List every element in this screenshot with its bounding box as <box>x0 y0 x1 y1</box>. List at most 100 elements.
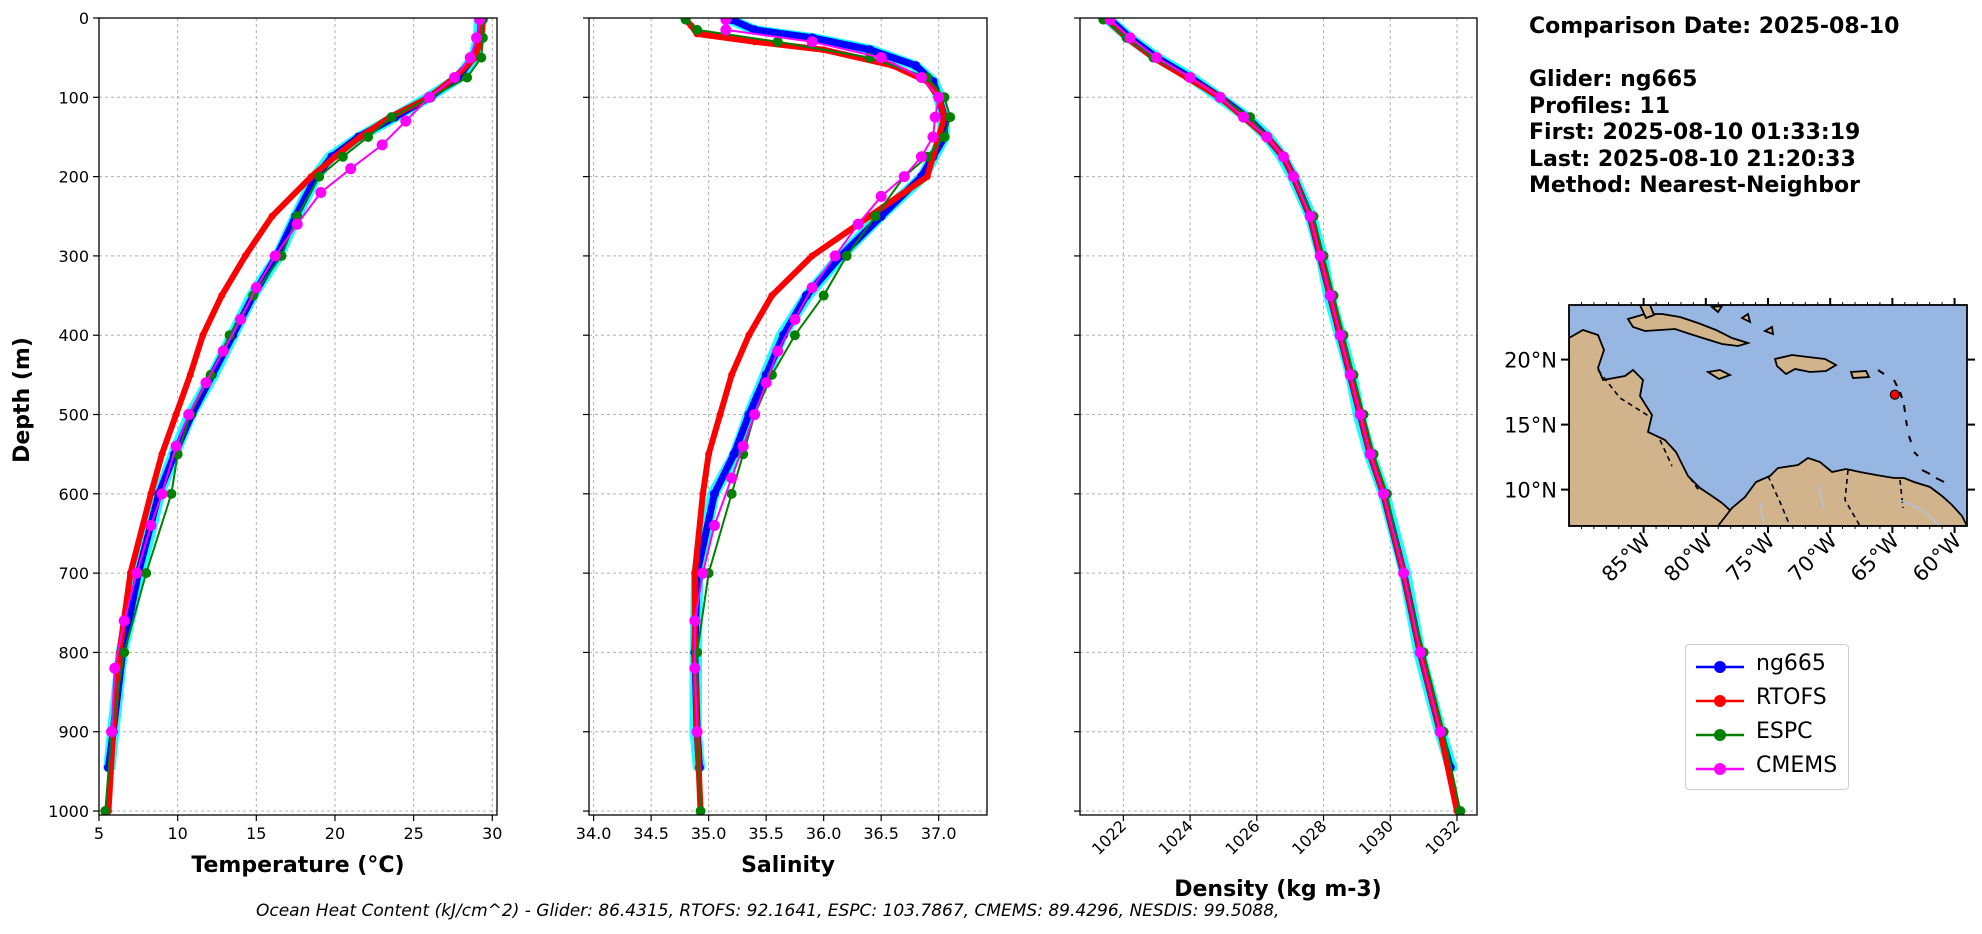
espc-point <box>100 806 111 815</box>
cmems-point <box>109 662 121 674</box>
rtofs-point <box>158 450 166 458</box>
cmems-point <box>915 71 927 83</box>
espc-point <box>818 290 829 301</box>
cmems-point <box>1261 131 1273 143</box>
map-lon-label: 70°W <box>1784 528 1842 586</box>
location-map: 85°W 80°W 75°W 70°W 65°W 60°W 20°N 15°N 10°N <box>1504 298 1975 587</box>
cmems-point <box>852 218 864 230</box>
cmems-point <box>217 345 229 357</box>
cmems-point <box>131 567 143 579</box>
x-tick-label: 10 <box>167 824 187 843</box>
cmems-point <box>689 662 701 674</box>
cmems-point <box>1364 448 1376 460</box>
x-tick-label: 1032 <box>1422 816 1464 858</box>
cmems-point <box>720 18 732 26</box>
espc-point <box>462 72 473 83</box>
legend-label-ng665: ng665 <box>1756 651 1826 676</box>
espc-profile-line <box>1102 18 1462 813</box>
espc-point <box>841 250 852 261</box>
espc-point <box>119 647 130 658</box>
cmems-point <box>1354 409 1366 421</box>
cmems-point <box>118 615 130 627</box>
cmems-point <box>474 18 486 26</box>
espc-point <box>166 488 177 499</box>
cmems-point <box>1314 250 1326 262</box>
cmems-point <box>250 282 262 294</box>
espc-point <box>292 211 303 222</box>
espc-point <box>363 131 374 142</box>
cmems-point <box>726 472 738 484</box>
cmems-profile-line <box>1109 18 1442 733</box>
density-panel: 1022 1024 1026 1028 1030 1032 <box>1074 17 1478 859</box>
cmems-point <box>200 377 212 389</box>
rtofs-point <box>808 252 816 260</box>
y-tick-label: 800 <box>58 643 89 662</box>
x-tick-label: 1024 <box>1155 816 1197 858</box>
y-tick-label: 900 <box>58 723 89 742</box>
ng665-spread-line <box>689 18 947 772</box>
ng665-point <box>709 489 719 499</box>
espc-point <box>692 24 703 35</box>
cmems-point <box>708 520 720 532</box>
espc-point <box>870 211 881 222</box>
rtofs-point <box>241 252 249 260</box>
map-lon-label: 60°W <box>1908 528 1966 586</box>
espc-point <box>386 112 397 123</box>
cmems-point <box>1434 726 1446 738</box>
last-profile-time: Last: 2025-08-10 21:20:33 <box>1529 146 1856 172</box>
rtofs-point <box>356 133 364 141</box>
comparison-date: Comparison Date: 2025-08-10 <box>1529 14 1900 39</box>
cmems-point <box>929 111 941 123</box>
ng665-point <box>750 25 760 35</box>
y-tick-label: 200 <box>58 168 89 187</box>
land-puerto-rico <box>1849 370 1871 379</box>
legend-swatch-espc <box>1696 729 1744 741</box>
map-lon-label: 85°W <box>1597 528 1655 586</box>
density-axis-label: Density (kg m-3) <box>1174 877 1382 902</box>
ng665-spread-line <box>1102 18 1455 772</box>
y-tick-label: 700 <box>58 564 89 583</box>
rtofs-point <box>745 331 753 339</box>
cmems-point <box>170 440 182 452</box>
legend-label-espc: ESPC <box>1756 719 1813 744</box>
espc-point <box>772 36 783 47</box>
espc-point <box>141 568 152 579</box>
land-cuba <box>1626 313 1752 347</box>
cmems-point <box>423 91 435 103</box>
legend: ng665 RTOFS ESPC CMEMS <box>1685 644 1849 790</box>
temperature-panel: 5 10 15 20 25 3001002003004005006007008009001… <box>48 9 502 843</box>
ng665-profile-line <box>691 18 948 771</box>
cmems-point <box>464 52 476 64</box>
y-tick-label: 1000 <box>48 802 89 821</box>
rtofs-point <box>218 292 226 300</box>
x-tick-label: 15 <box>246 824 266 843</box>
rtofs-point <box>172 411 180 419</box>
rtofs-point <box>331 153 339 161</box>
cmems-point <box>1398 567 1410 579</box>
y-tick-label: 300 <box>58 247 89 266</box>
map-lat-label: 10°N <box>1504 479 1557 503</box>
rtofs-point <box>147 490 155 498</box>
espc-point <box>726 488 737 499</box>
rtofs-point <box>728 371 736 379</box>
x-tick-label: 30 <box>482 824 502 843</box>
x-tick-label: 34.5 <box>633 824 669 843</box>
rivers <box>1759 484 1941 526</box>
espc-point <box>945 112 956 123</box>
temperature-axis-label: Temperature (°C) <box>191 853 404 878</box>
cmems-point <box>927 131 939 143</box>
map-lat-label: 20°N <box>1504 349 1557 373</box>
cmems-point <box>183 409 195 421</box>
grid <box>589 17 987 815</box>
x-tick-label: 37.0 <box>921 824 957 843</box>
cmems-point <box>315 186 327 198</box>
x-tick-label: 34.0 <box>576 824 612 843</box>
cmems-point <box>720 24 732 36</box>
y-tick-label: 0 <box>79 9 89 28</box>
land-south-america <box>1716 457 1967 526</box>
rtofs-point <box>751 38 759 46</box>
ng665-point <box>865 45 875 55</box>
cmems-point <box>1278 151 1290 163</box>
glider-position-marker <box>1889 389 1900 400</box>
